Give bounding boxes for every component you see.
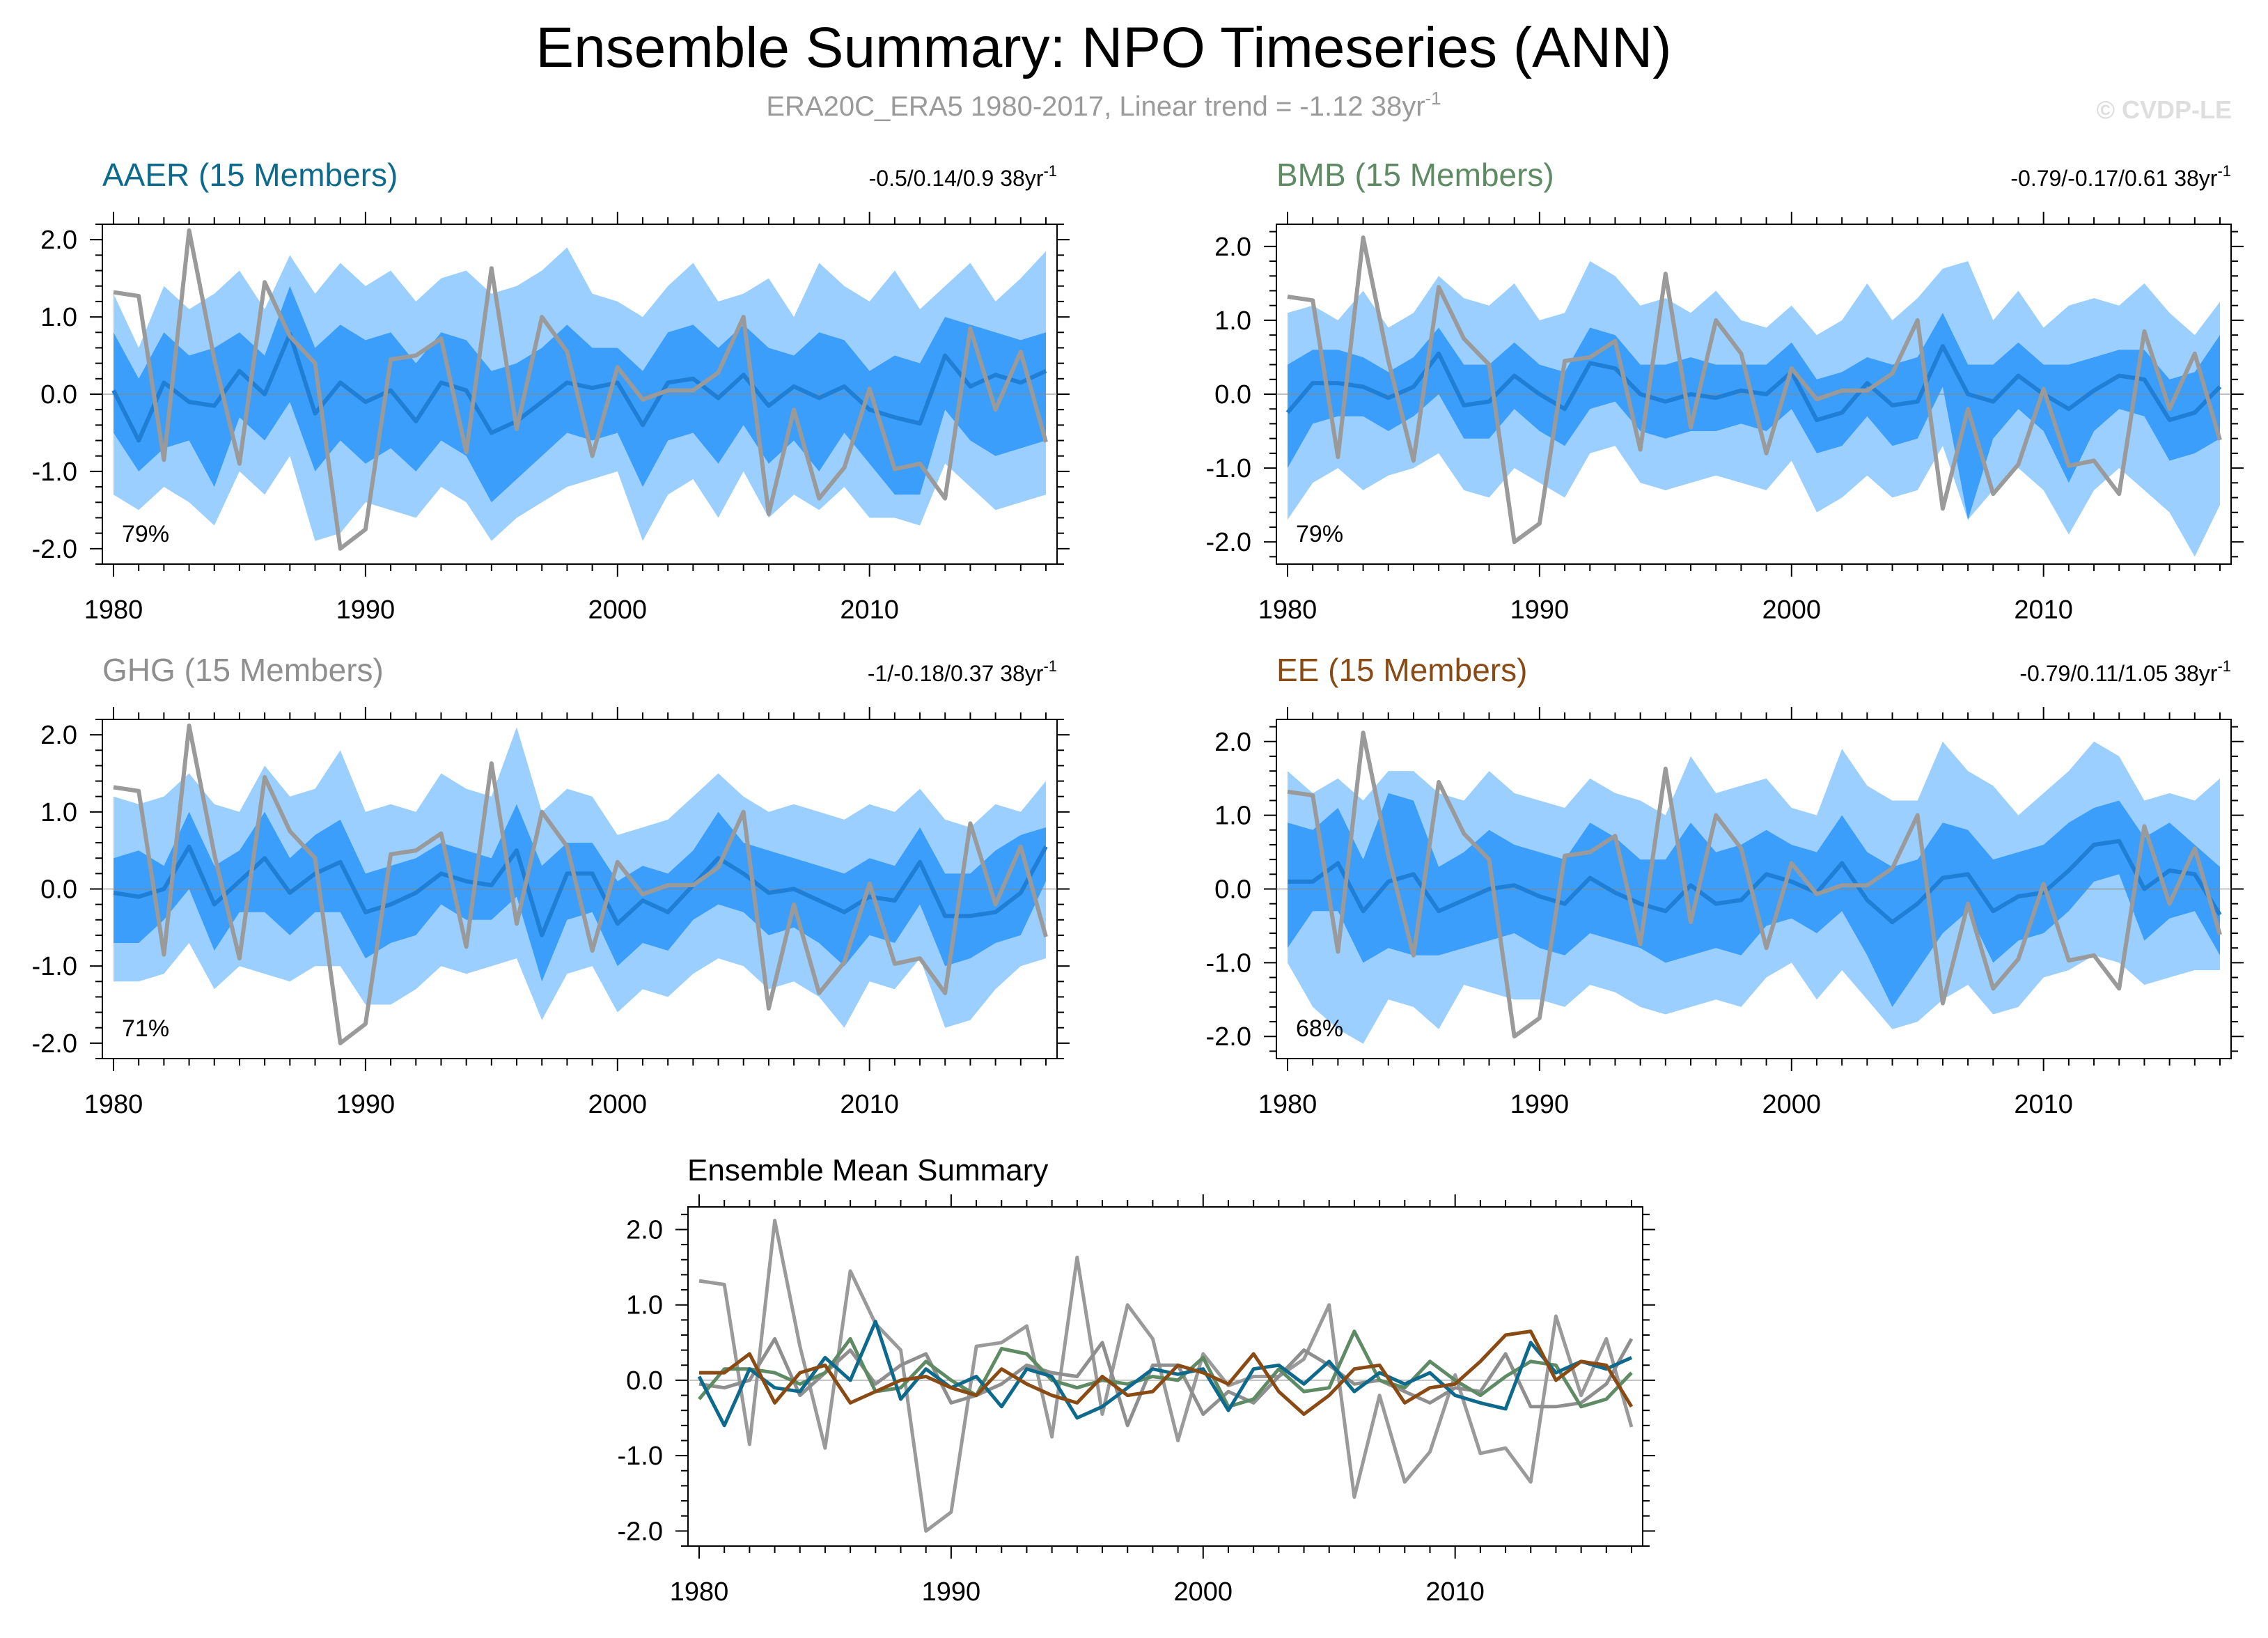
x-tick-label: 1990: [1510, 595, 1570, 625]
panel-mean: 2.0 1.0 0.0 -1.0 -2.0 1980 1990 2000 2010 Ensembl…: [618, 1153, 1655, 1607]
subtitle-text: ERA20C_ERA5 1980-2017, Linear trend = -1…: [766, 91, 1425, 122]
y-tick-label: 1.0: [1214, 802, 1251, 831]
panel-title: Ensemble Mean Summary: [687, 1153, 1048, 1187]
x-tick-label: 1980: [1258, 595, 1317, 625]
panels: 2.0 1.0 0.0 -1.0 -2.0 1980 1990 2000 2010 AAER (1…: [32, 157, 2244, 1607]
x-tick-label: 1990: [336, 1090, 396, 1119]
trend-label: -0.79/0.11/1.05 38yr-1: [2019, 657, 2231, 686]
y-tick-label: -1.0: [32, 952, 77, 981]
observation-line: [113, 228, 1048, 551]
trend-text: -1/-0.18/0.37 38yr: [868, 661, 1044, 686]
trend-text: -0.79/0.11/1.05 38yr: [2019, 661, 2217, 686]
y-tick-label: 1.0: [1214, 306, 1251, 336]
y-tick-label: -1.0: [32, 458, 77, 487]
x-tick-label: 2010: [2014, 1090, 2073, 1119]
trend-sup: -1: [1043, 657, 1057, 675]
y-tick-label: -1.0: [618, 1442, 663, 1471]
y-tick-label: 2.0: [1214, 728, 1251, 757]
y-tick-label: 1.0: [626, 1291, 663, 1320]
y-tick-label: 2.0: [40, 721, 77, 750]
y-tick-label: -1.0: [1206, 949, 1251, 978]
y-tick-label: 1.0: [40, 303, 77, 332]
x-tick-label: 2000: [588, 1090, 648, 1119]
y-tick-label: -1.0: [1206, 454, 1251, 483]
x-tick-label: 2000: [1762, 1090, 1822, 1119]
panel-bmb: 2.0 1.0 0.0 -1.0 -2.0 1980 1990 2000 2010 BMB (15…: [1206, 157, 2244, 625]
y-tick-label: -2.0: [1206, 1022, 1251, 1052]
panel-title: EE (15 Members): [1276, 652, 1527, 688]
x-tick-label: 1980: [84, 595, 143, 625]
observation-line: [1287, 235, 2222, 545]
observation-line: [113, 723, 1048, 1045]
y-tick-label: 2.0: [40, 226, 77, 255]
watermark: © CVDP-LE: [2096, 95, 2232, 124]
y-tick-label: 0.0: [626, 1366, 663, 1396]
x-tick-label: 2000: [1174, 1577, 1233, 1607]
y-tick-label: 0.0: [40, 875, 77, 905]
ensemble-mean-line: [111, 332, 1047, 443]
trend-text: -0.5/0.14/0.9 38yr: [869, 166, 1044, 191]
trend-sup: -1: [2217, 162, 2231, 180]
x-tick-label: 2000: [1762, 595, 1822, 625]
y-tick-label: 0.0: [1214, 875, 1251, 905]
percent-label: 79%: [122, 521, 169, 547]
series-line-aaer: [697, 1320, 1633, 1428]
x-tick-label: 2000: [588, 595, 648, 625]
trend-sup: -1: [2217, 657, 2231, 675]
panel-aaer: 2.0 1.0 0.0 -1.0 -2.0 1980 1990 2000 2010 AAER (1…: [32, 157, 1070, 625]
percent-label: 71%: [122, 1015, 169, 1042]
inner-spread-band: [1288, 313, 2220, 520]
trend-label: -1/-0.18/0.37 38yr-1: [868, 657, 1057, 686]
y-tick-label: -2.0: [1206, 528, 1251, 557]
y-tick-label: 0.0: [1214, 380, 1251, 410]
series-line-observations: [698, 1219, 1634, 1533]
ensemble-mean-line: [113, 844, 1048, 937]
ensemble-mean-line: [1285, 344, 2222, 423]
trend-label: -0.79/-0.17/0.61 38yr-1: [2010, 162, 2231, 191]
y-tick-label: 2.0: [1214, 233, 1251, 262]
trend-text: -0.79/-0.17/0.61 38yr: [2010, 166, 2217, 191]
panel-title: GHG (15 Members): [102, 652, 384, 688]
y-tick-label: -2.0: [618, 1517, 663, 1546]
panel-ghg: 2.0 1.0 0.0 -1.0 -2.0 1980 1990 2000 2010 GHG (15…: [32, 652, 1070, 1119]
figure-title: Ensemble Summary: NPO Timeseries (ANN): [535, 16, 1671, 79]
x-tick-label: 1980: [670, 1577, 729, 1607]
y-tick-label: 1.0: [40, 798, 77, 827]
panel-title: BMB (15 Members): [1276, 157, 1554, 193]
y-tick-label: -2.0: [32, 535, 77, 564]
figure-subtitle: ERA20C_ERA5 1980-2017, Linear trend = -1…: [766, 88, 1441, 122]
subtitle-sup: -1: [1425, 88, 1441, 109]
x-tick-label: 2010: [1425, 1577, 1485, 1607]
y-tick-label: -2.0: [32, 1029, 77, 1059]
x-tick-label: 1980: [84, 1090, 143, 1119]
x-tick-label: 2010: [840, 595, 899, 625]
panel-title: AAER (15 Members): [102, 157, 398, 193]
series-line-ee: [699, 1329, 1634, 1417]
x-tick-label: 1990: [922, 1577, 981, 1607]
percent-label: 68%: [1296, 1015, 1343, 1042]
y-tick-label: 0.0: [40, 380, 77, 410]
ensemble-mean-line: [1288, 838, 2222, 925]
trend-sup: -1: [1043, 162, 1057, 180]
trend-label: -0.5/0.14/0.9 38yr-1: [869, 162, 1057, 191]
x-tick-label: 2010: [2014, 595, 2073, 625]
x-tick-label: 2010: [840, 1090, 899, 1119]
y-tick-label: 2.0: [626, 1215, 663, 1245]
x-tick-label: 1980: [1258, 1090, 1317, 1119]
panel-ee: 2.0 1.0 0.0 -1.0 -2.0 1980 1990 2000 2010 EE (15 …: [1206, 652, 2244, 1119]
x-tick-label: 1990: [336, 595, 396, 625]
x-tick-label: 1990: [1510, 1090, 1570, 1119]
percent-label: 79%: [1296, 521, 1343, 547]
observation-line: [1287, 731, 2222, 1039]
